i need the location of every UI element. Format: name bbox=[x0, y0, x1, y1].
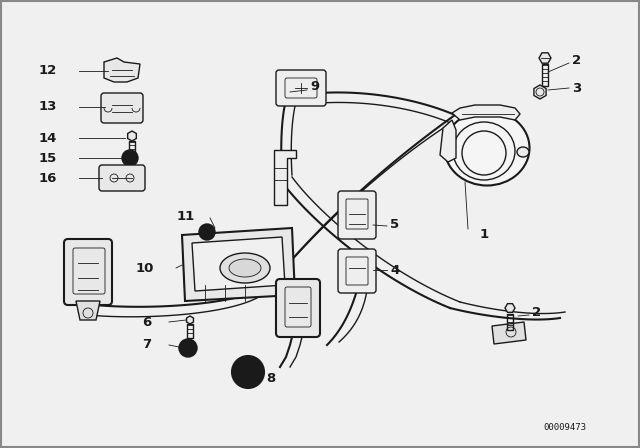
Polygon shape bbox=[452, 105, 520, 120]
Polygon shape bbox=[505, 304, 515, 312]
FancyBboxPatch shape bbox=[276, 70, 326, 106]
Polygon shape bbox=[192, 237, 285, 291]
FancyBboxPatch shape bbox=[338, 249, 376, 293]
Text: 00009473: 00009473 bbox=[543, 423, 586, 432]
Polygon shape bbox=[76, 301, 100, 320]
Polygon shape bbox=[186, 316, 193, 324]
Circle shape bbox=[126, 154, 134, 162]
Text: 15: 15 bbox=[39, 151, 57, 164]
Polygon shape bbox=[127, 131, 136, 141]
Text: 16: 16 bbox=[38, 172, 57, 185]
Text: 1: 1 bbox=[480, 228, 489, 241]
FancyBboxPatch shape bbox=[276, 279, 320, 337]
Text: 2: 2 bbox=[532, 306, 541, 319]
FancyBboxPatch shape bbox=[99, 165, 145, 191]
Text: 7: 7 bbox=[142, 339, 151, 352]
Polygon shape bbox=[104, 58, 140, 82]
Circle shape bbox=[232, 356, 264, 388]
Text: 11: 11 bbox=[177, 211, 195, 224]
Circle shape bbox=[122, 150, 138, 166]
Ellipse shape bbox=[517, 147, 529, 157]
Ellipse shape bbox=[445, 111, 529, 185]
Circle shape bbox=[179, 339, 197, 357]
Polygon shape bbox=[182, 228, 295, 301]
Text: 8: 8 bbox=[266, 371, 275, 384]
Circle shape bbox=[199, 224, 215, 240]
Bar bbox=[507, 314, 513, 330]
Text: 5: 5 bbox=[390, 217, 399, 231]
Ellipse shape bbox=[220, 253, 270, 283]
Polygon shape bbox=[440, 120, 456, 162]
Circle shape bbox=[205, 230, 209, 234]
Text: 14: 14 bbox=[38, 132, 57, 145]
Polygon shape bbox=[274, 150, 296, 205]
Circle shape bbox=[184, 344, 192, 352]
Text: 2: 2 bbox=[572, 53, 581, 66]
Text: 3: 3 bbox=[572, 82, 581, 95]
FancyBboxPatch shape bbox=[101, 93, 143, 123]
FancyBboxPatch shape bbox=[338, 191, 376, 239]
Text: 6: 6 bbox=[141, 315, 151, 328]
Text: 4: 4 bbox=[390, 263, 399, 276]
Polygon shape bbox=[539, 53, 551, 63]
Text: 13: 13 bbox=[38, 100, 57, 113]
Circle shape bbox=[243, 367, 253, 377]
Ellipse shape bbox=[229, 259, 261, 277]
Text: 9: 9 bbox=[310, 81, 319, 94]
Bar bbox=[542, 64, 548, 86]
Polygon shape bbox=[492, 322, 526, 344]
Text: 10: 10 bbox=[136, 262, 154, 275]
Bar bbox=[187, 324, 193, 338]
FancyBboxPatch shape bbox=[64, 239, 112, 305]
Circle shape bbox=[238, 362, 258, 382]
Bar bbox=[129, 141, 135, 157]
Polygon shape bbox=[534, 85, 546, 99]
Text: 12: 12 bbox=[39, 65, 57, 78]
